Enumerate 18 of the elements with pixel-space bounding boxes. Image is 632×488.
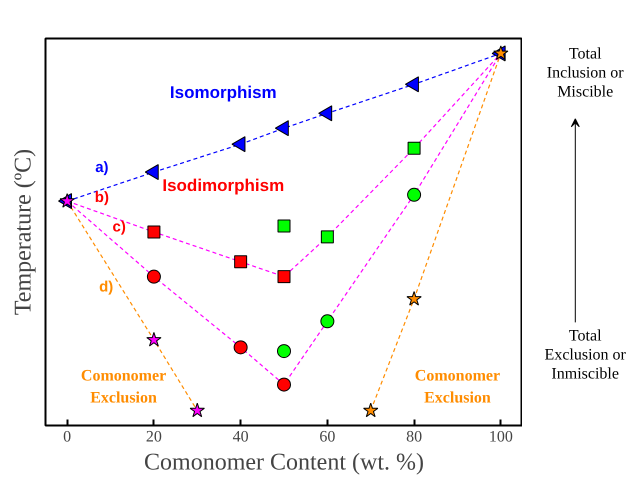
x-tick-label: 40: [232, 428, 249, 446]
annotation: c): [112, 218, 126, 236]
x-tick-label: 20: [146, 428, 162, 446]
annotation: a): [95, 159, 109, 176]
x-tick-label: 0: [63, 428, 72, 446]
text: Total Exclusion or Inmiscible: [544, 328, 627, 382]
annotation: Isomorphism: [170, 82, 277, 102]
x-tick-label: 80: [406, 428, 422, 446]
annotation: d): [99, 278, 114, 296]
x-tick-label: 60: [319, 428, 336, 446]
annotation: Isodimorphism: [162, 176, 284, 195]
annotation: Comonomer Exclusion: [80, 367, 166, 406]
x-axis-title: Comonomer Content (wt. %): [144, 450, 424, 476]
annotation: b): [94, 188, 109, 206]
text: Total Inclusion or Miscible: [546, 46, 624, 101]
y-axis-title: Temperature (ºC): [10, 148, 36, 316]
x-tick-label: 100: [488, 428, 513, 446]
annotation: Comonomer Exclusion: [414, 367, 500, 406]
